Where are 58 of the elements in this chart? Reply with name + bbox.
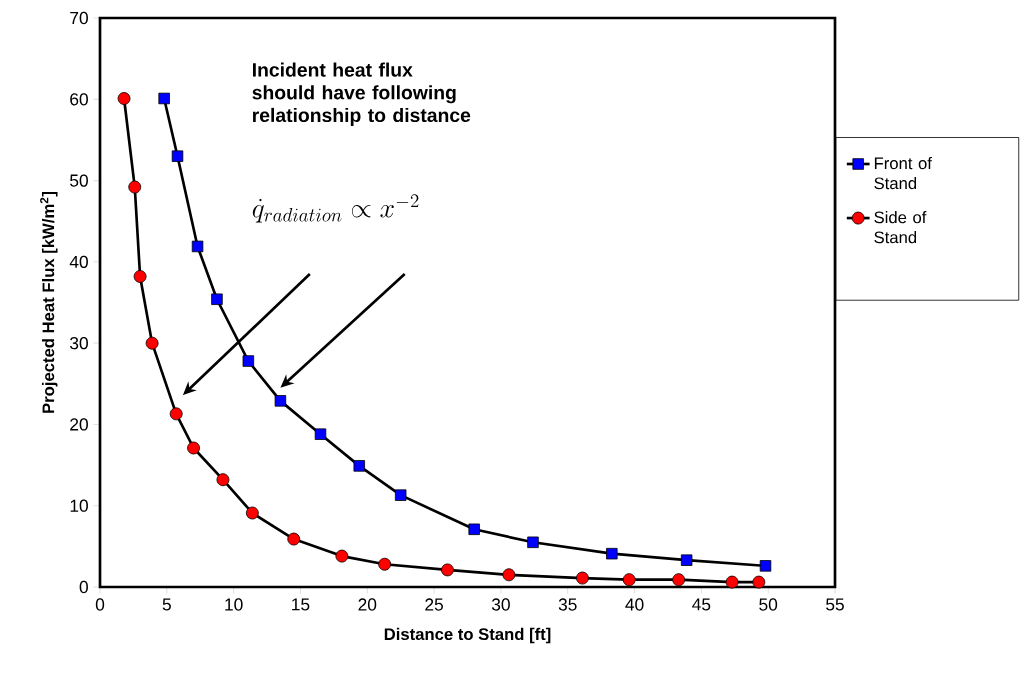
point xyxy=(752,575,766,589)
point xyxy=(622,573,636,587)
y-tick-label: 60 xyxy=(70,93,88,106)
x-tick-label: 5 xyxy=(162,598,171,611)
x-tick-label: 0 xyxy=(95,598,105,611)
point xyxy=(158,92,170,105)
point xyxy=(353,460,365,472)
point xyxy=(335,549,349,563)
x-tick-label: 10 xyxy=(225,598,243,611)
point xyxy=(128,180,142,194)
point xyxy=(191,240,204,253)
x-tick-label: 55 xyxy=(826,598,844,611)
point xyxy=(606,547,618,560)
legend-label: Side of Stand xyxy=(874,211,927,244)
annotation: $\dot{q}_{radiation} \propto x^{-2}$ xyxy=(252,194,419,223)
point xyxy=(759,560,772,572)
point xyxy=(680,554,693,566)
x-tick-label: 25 xyxy=(425,598,443,611)
point xyxy=(245,506,259,520)
y-tick-label: 70 xyxy=(70,11,88,25)
point xyxy=(117,92,131,105)
point xyxy=(441,563,454,577)
annotation: Incident heat flux should have following relationship to distance xyxy=(252,62,471,126)
point xyxy=(394,489,407,501)
x-tick-label: 50 xyxy=(759,598,778,611)
legend-label: Front of Stand xyxy=(874,156,932,190)
point xyxy=(274,395,287,407)
point xyxy=(216,473,230,487)
x-tick-label: 20 xyxy=(358,598,377,611)
point xyxy=(145,336,159,350)
x-tick-label: 30 xyxy=(491,598,510,611)
point xyxy=(287,532,301,546)
point xyxy=(725,575,739,589)
point xyxy=(314,428,327,440)
point xyxy=(468,523,480,536)
point xyxy=(169,407,183,421)
point xyxy=(527,536,539,549)
y-tick-label: 40 xyxy=(69,255,88,268)
point xyxy=(242,355,255,367)
point xyxy=(672,573,686,587)
point xyxy=(187,441,200,455)
y-tick-label: 0 xyxy=(79,580,88,594)
y-axis-title: Projected Heat Flux [kW/m$^{2}$] xyxy=(40,191,58,413)
point xyxy=(378,557,392,571)
y-tick-label: 20 xyxy=(70,418,88,431)
x-tick-label: 15 xyxy=(292,598,310,611)
point xyxy=(211,293,223,305)
point xyxy=(576,571,589,585)
x-tick-label: 35 xyxy=(558,598,577,611)
x-axis-title: Distance to Stand [ft] xyxy=(384,627,551,644)
point xyxy=(502,568,516,582)
point xyxy=(133,270,147,283)
y-tick-label: 50 xyxy=(70,174,88,187)
y-tick-label: 30 xyxy=(70,337,88,350)
y-tick-label: 10 xyxy=(70,499,88,512)
point xyxy=(171,150,184,162)
x-tick-label: 45 xyxy=(692,598,711,611)
x-tick-label: 40 xyxy=(625,598,644,611)
